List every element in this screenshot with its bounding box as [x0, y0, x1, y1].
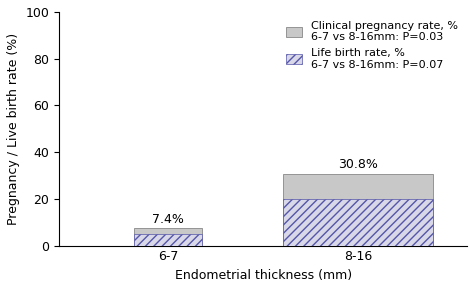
Text: 30.8%: 30.8% — [338, 158, 378, 171]
Legend: Clinical pregnancy rate, %
6-7 vs 8-16mm: P=0.03, Life birth rate, %
6-7 vs 8-16: Clinical pregnancy rate, % 6-7 vs 8-16mm… — [283, 18, 462, 73]
X-axis label: Endometrial thickness (mm): Endometrial thickness (mm) — [174, 269, 352, 282]
Y-axis label: Pregnancy / Live birth rate (%): Pregnancy / Live birth rate (%) — [7, 33, 20, 225]
Bar — [283, 199, 433, 246]
Bar — [283, 174, 433, 246]
Bar — [134, 228, 202, 246]
Bar — [134, 234, 202, 246]
Text: 7.4%: 7.4% — [152, 213, 184, 226]
